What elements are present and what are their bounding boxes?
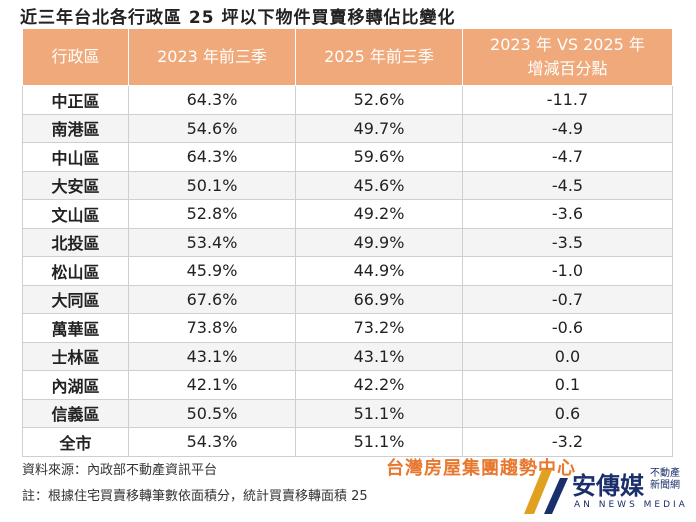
table-cell: 中正區: [22, 85, 129, 115]
table-cell: 52.8%: [128, 199, 296, 229]
title: 近三年台北各行政區 25 坪以下物件買賣移轉佔比變化: [20, 8, 456, 28]
table-cell: 文山區: [22, 199, 129, 229]
header-row: 行政區 2023 年前三季 2025 年前三季 2023 年 VS 2025 年增減百…: [22, 28, 673, 86]
table-cell: 士林區: [22, 341, 129, 371]
table-cell: 內湖區: [22, 370, 129, 400]
table-cell: 0.1: [462, 370, 673, 400]
table-cell: 54.6%: [128, 113, 296, 143]
table-cell: 51.1%: [295, 398, 463, 428]
table-cell: 49.9%: [295, 227, 463, 257]
table-cell: 42.1%: [128, 370, 296, 400]
table-cell: 54.3%: [128, 427, 296, 457]
table-cell: -0.6: [462, 313, 673, 343]
header-cell: 行政區: [22, 28, 129, 86]
table-cell: 73.2%: [295, 313, 463, 343]
table-cell: 大安區: [22, 170, 129, 200]
table-cell: 大同區: [22, 284, 129, 314]
table-row: 全市 54.3% 51.1% -3.2: [22, 427, 673, 457]
watermark-logo: [524, 470, 568, 514]
table-cell: -4.5: [462, 170, 673, 200]
table-cell: 50.1%: [128, 170, 296, 200]
table-cell: 全市: [22, 427, 129, 457]
table-cell: 0.6: [462, 398, 673, 428]
table-cell: 0.0: [462, 341, 673, 371]
table-cell: -3.5: [462, 227, 673, 257]
table-cell: 44.9%: [295, 256, 463, 286]
watermark-tagline: 不動產 新聞網: [650, 468, 680, 492]
watermark: 安傳媒 不動產 新聞網 AN NEWS MEDIA: [520, 462, 690, 518]
table-cell: 52.6%: [295, 85, 463, 115]
table-row: 信義區 50.5% 51.1% 0.6: [22, 398, 673, 428]
table-row: 大同區 67.6% 66.9% -0.7: [22, 284, 673, 314]
table-cell: 北投區: [22, 227, 129, 257]
table-cell: 64.3%: [128, 85, 296, 115]
table-row: 大安區 50.1% 45.6% -4.5: [22, 170, 673, 200]
tagline-line: 新聞網: [650, 480, 680, 491]
table-cell: 45.6%: [295, 170, 463, 200]
table-row: 文山區 52.8% 49.2% -3.6: [22, 199, 673, 229]
table-cell: -0.7: [462, 284, 673, 314]
table-row: 松山區 45.9% 44.9% -1.0: [22, 256, 673, 286]
table-cell: 45.9%: [128, 256, 296, 286]
table-cell: -4.9: [462, 113, 673, 143]
table-cell: 53.4%: [128, 227, 296, 257]
table-row: 南港區 54.6% 49.7% -4.9: [22, 113, 673, 143]
table-row: 士林區 43.1% 43.1% 0.0: [22, 341, 673, 371]
table-body: 中正區 64.3% 52.6% -11.7 南港區 54.6% 49.7% -4.9 中山區 64…: [22, 85, 673, 457]
table-cell: 49.7%: [295, 113, 463, 143]
header-line: 增減百分點: [527, 59, 608, 78]
table-cell: 50.5%: [128, 398, 296, 428]
table-row: 北投區 53.4% 49.9% -3.5: [22, 227, 673, 257]
table-cell: 43.1%: [128, 341, 296, 371]
note: 註：根據住宅買賣移轉筆數依面積分，統計買賣移轉面積 25: [22, 489, 368, 504]
brand: 台灣房屋集團趨勢中心: [386, 458, 576, 479]
header-cell: 2023 年前三季: [128, 28, 296, 86]
table-cell: -1.0: [462, 256, 673, 286]
table-cell: 66.9%: [295, 284, 463, 314]
table-cell: 67.6%: [128, 284, 296, 314]
watermark-english: AN NEWS MEDIA: [574, 500, 688, 510]
table-cell: -4.7: [462, 142, 673, 172]
header-cell: 2025 年前三季: [295, 28, 463, 86]
table-cell: 南港區: [22, 113, 129, 143]
table-cell: 中山區: [22, 142, 129, 172]
table-row: 中山區 64.3% 59.6% -4.7: [22, 142, 673, 172]
table-row: 內湖區 42.1% 42.2% 0.1: [22, 370, 673, 400]
table-row: 中正區 64.3% 52.6% -11.7: [22, 85, 673, 115]
watermark-name: 安傳媒: [572, 472, 644, 500]
table-cell: 51.1%: [295, 427, 463, 457]
source: 資料來源：內政部不動產資訊平台: [22, 463, 218, 478]
header-cell: 2023 年 VS 2025 年增減百分點: [462, 28, 673, 86]
table-cell: 73.8%: [128, 313, 296, 343]
header-line: 2023 年 VS 2025 年: [490, 35, 645, 54]
table-row: 萬華區 73.8% 73.2% -0.6: [22, 313, 673, 343]
table-cell: 松山區: [22, 256, 129, 286]
table-cell: 萬華區: [22, 313, 129, 343]
table-cell: -3.2: [462, 427, 673, 457]
table-cell: 49.2%: [295, 199, 463, 229]
table-cell: 43.1%: [295, 341, 463, 371]
table-cell: 42.2%: [295, 370, 463, 400]
table-cell: -11.7: [462, 85, 673, 115]
data-table: 行政區 2023 年前三季 2025 年前三季 2023 年 VS 2025 年增減百…: [22, 28, 673, 457]
table-cell: 64.3%: [128, 142, 296, 172]
table-cell: -3.6: [462, 199, 673, 229]
table-cell: 59.6%: [295, 142, 463, 172]
tagline-line: 不動產: [650, 468, 680, 479]
table-cell: 信義區: [22, 398, 129, 428]
